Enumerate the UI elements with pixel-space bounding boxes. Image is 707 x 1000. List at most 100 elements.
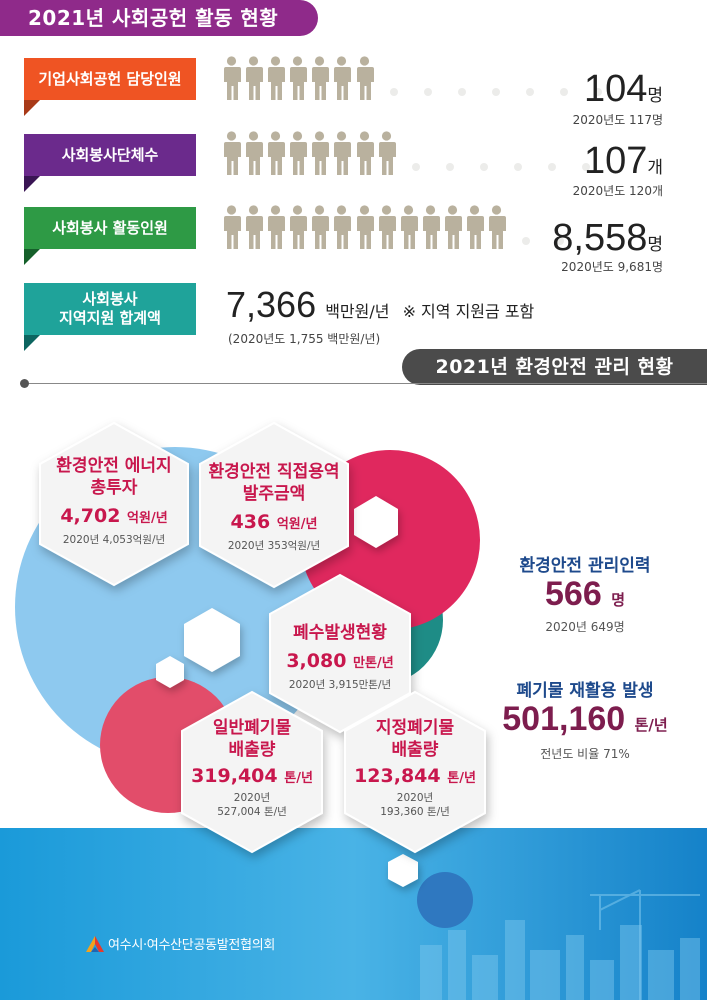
hex-title-line: 총투자 bbox=[90, 478, 138, 498]
label-corporate-staff: 기업사회공헌 담당인원 bbox=[24, 58, 196, 100]
person-icon bbox=[266, 131, 286, 175]
hex-title-line: 지정폐기물 bbox=[375, 718, 455, 738]
hex-title-line: 환경안전 에너지 bbox=[56, 456, 172, 476]
hex-direct-content: 환경안전 직접용역 발주금액 436 억원/년 2020년 353억원/년 bbox=[200, 461, 348, 553]
person-icon bbox=[465, 205, 485, 249]
person-icon bbox=[310, 205, 330, 249]
person-icon bbox=[443, 205, 462, 249]
label-fold bbox=[24, 176, 40, 192]
people-row-2 bbox=[222, 131, 603, 175]
label-fold bbox=[24, 335, 40, 351]
person-icon bbox=[288, 205, 308, 249]
person-icon bbox=[222, 56, 241, 100]
people-row-3 bbox=[222, 205, 577, 249]
person-icon bbox=[355, 131, 374, 175]
hex-prev: 193,360 톤/년 bbox=[380, 806, 450, 818]
person-icon bbox=[355, 56, 374, 100]
person-icon bbox=[487, 205, 507, 249]
hex-title-line: 환경안전 직접용역 bbox=[208, 462, 340, 482]
placeholder-dot bbox=[513, 163, 522, 171]
staff-prev: 2020년 649명 bbox=[545, 620, 625, 634]
recycle-title: 폐기물 재활용 발생 bbox=[516, 681, 654, 701]
placeholder-dot bbox=[491, 88, 500, 96]
label-regional-support: 사회봉사 지역지원 합계액 bbox=[24, 283, 196, 335]
person-icon bbox=[266, 205, 286, 249]
small-hexagons bbox=[156, 496, 418, 887]
person-icon bbox=[222, 205, 241, 249]
hex-general-waste-content: 일반폐기물 배출량 319,404 톤/년 2020년 527,004 톤/년 bbox=[182, 717, 322, 819]
recycle-prev: 전년도 비율 71% bbox=[540, 747, 630, 761]
hex-direct-service bbox=[199, 421, 349, 589]
navy-circle bbox=[417, 872, 473, 928]
prev-volunteer-groups: 2020년도 120개 bbox=[572, 184, 663, 198]
placeholder-dot bbox=[556, 237, 565, 245]
hex-title-line: 일반폐기물 bbox=[212, 718, 292, 738]
person-icon bbox=[244, 131, 264, 175]
hex-wastewater bbox=[269, 573, 411, 734]
prev-volunteer-people: 2020년도 9,681명 bbox=[561, 260, 663, 274]
placeholder-dot bbox=[525, 88, 534, 96]
hex-title-line: 발주금액 bbox=[242, 484, 306, 504]
label-fold bbox=[24, 100, 40, 116]
prev-corporate-staff: 2020년도 117명 bbox=[572, 113, 663, 127]
label-volunteer-groups: 사회봉사단체수 bbox=[24, 134, 196, 176]
person-icon bbox=[266, 56, 286, 100]
hex-energy-investment bbox=[39, 421, 189, 587]
hex-designated-waste-content: 지정폐기물 배출량 123,844 톤/년 2020년 193,360 톤/년 bbox=[345, 717, 485, 819]
hex-value: 4,702 억원/년 bbox=[60, 505, 168, 527]
placeholder-dot bbox=[423, 88, 432, 96]
blue-footer-band bbox=[0, 828, 707, 1000]
person-icon bbox=[332, 56, 352, 100]
label-fold bbox=[24, 249, 40, 265]
placeholder-dot bbox=[581, 163, 590, 171]
hex-energy-content: 환경안전 에너지 총투자 4,702 억원/년 2020년 4,053억원/년 bbox=[40, 455, 188, 547]
value-volunteer-people: 8,558명 bbox=[552, 217, 663, 259]
placeholder-dot bbox=[389, 88, 398, 96]
hex-designated-waste bbox=[344, 690, 486, 854]
hex-title-line: 배출량 bbox=[391, 740, 439, 760]
placeholder-dot bbox=[445, 163, 454, 171]
footer-org: 여수시·여수산단공동발전협의회 bbox=[86, 934, 275, 953]
hex-title-line: 배출량 bbox=[228, 740, 276, 760]
person-icon bbox=[332, 205, 352, 249]
label-volunteer-people: 사회봉사 활동인원 bbox=[24, 207, 196, 249]
placeholder-dot bbox=[559, 88, 568, 96]
person-icon bbox=[222, 131, 241, 175]
value-volunteer-groups: 107개 bbox=[583, 140, 663, 182]
person-icon bbox=[310, 131, 330, 175]
hex-prev: 2020년 3,915만톤/년 bbox=[288, 679, 392, 691]
env-section-title: 2021년 환경안전 관리 현황 bbox=[402, 349, 707, 385]
divider bbox=[24, 383, 707, 384]
org-logo-icon bbox=[86, 935, 104, 952]
hex-prev: 2020년 353억원/년 bbox=[227, 540, 321, 552]
person-icon bbox=[421, 205, 440, 249]
placeholder-dot bbox=[479, 163, 488, 171]
hex-value: 319,404 톤/년 bbox=[191, 765, 313, 787]
prev-regional-support: (2020년도 1,755 백만원/년) bbox=[228, 332, 381, 346]
cityscape-icon bbox=[420, 920, 700, 1000]
person-icon bbox=[288, 131, 308, 175]
crane-icon bbox=[590, 889, 700, 1000]
person-icon bbox=[377, 131, 396, 175]
staff-value: 566 명 bbox=[545, 575, 625, 613]
person-icon bbox=[310, 56, 330, 100]
footer-org-name: 여수시·여수산단공동발전협의회 bbox=[108, 938, 276, 953]
person-icon bbox=[244, 56, 264, 100]
hex-prev: 2020년 bbox=[233, 792, 271, 804]
value-regional-support: 7,366 백만원/년 ※ 지역 지원금 포함 bbox=[226, 284, 535, 325]
recycle-value: 501,160 톤/년 bbox=[502, 700, 668, 738]
hex-prev: 527,004 톤/년 bbox=[217, 806, 287, 818]
hex-title-line: 폐수발생현황 bbox=[293, 623, 387, 643]
person-icon bbox=[377, 205, 396, 249]
person-icon bbox=[355, 205, 374, 249]
hex-value: 436 억원/년 bbox=[230, 511, 318, 533]
placeholder-dot bbox=[522, 237, 531, 245]
hex-wastewater-content: 폐수발생현황 3,080 만톤/년 2020년 3,915만톤/년 bbox=[270, 622, 410, 692]
social-section-title: 2021년 사회공헌 활동 현황 bbox=[0, 0, 318, 36]
hex-value: 3,080 만톤/년 bbox=[286, 650, 394, 672]
placeholder-dot bbox=[547, 163, 556, 171]
person-icon bbox=[244, 205, 264, 249]
staff-title: 환경안전 관리인력 bbox=[519, 556, 651, 576]
person-icon bbox=[399, 205, 418, 249]
